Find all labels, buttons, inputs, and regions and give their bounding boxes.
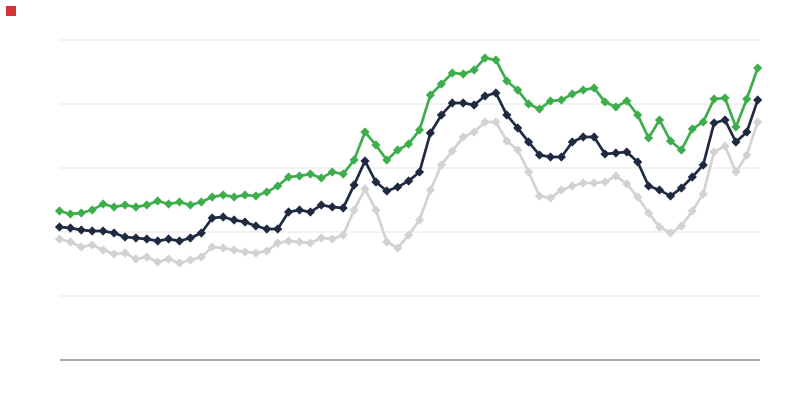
series-light-gray-markers — [54, 117, 763, 268]
series-green-line — [58, 56, 760, 216]
series-green-markers — [54, 53, 763, 219]
